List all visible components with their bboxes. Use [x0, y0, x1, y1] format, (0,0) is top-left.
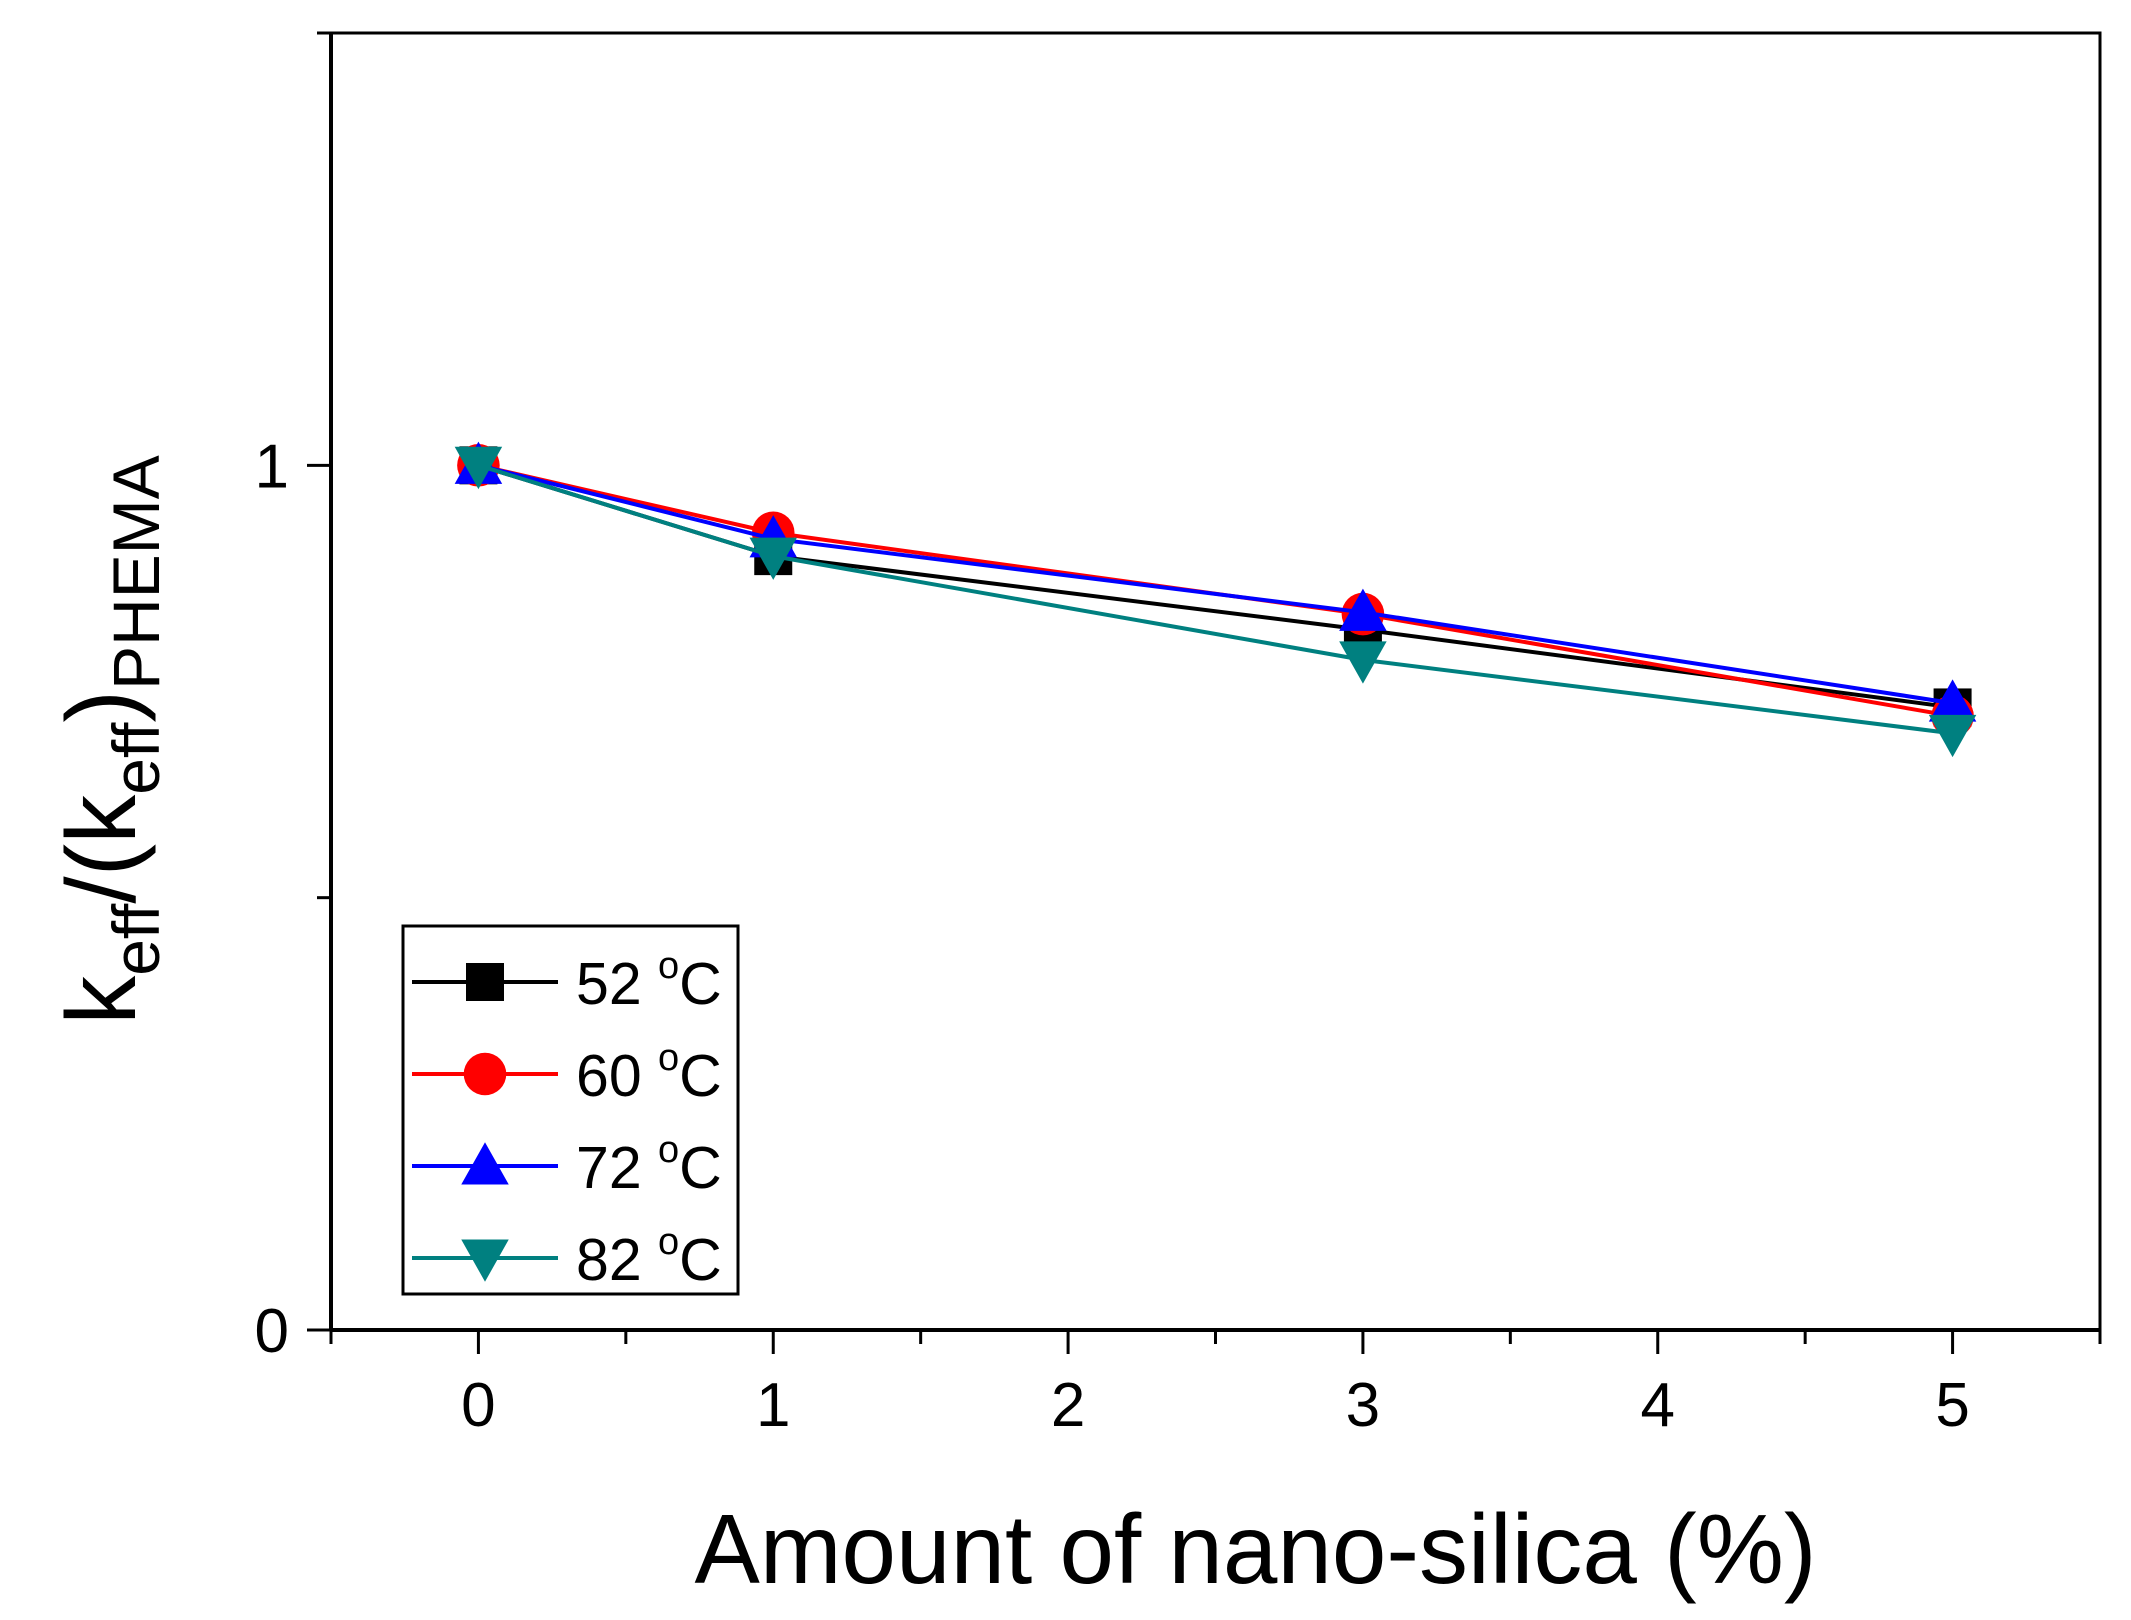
x-tick-label: 4	[1641, 1371, 1675, 1440]
legend-box	[401, 924, 740, 1296]
series-line	[477, 463, 1953, 706]
legend-degree-sign: o	[658, 945, 679, 987]
y-tick-label: 0	[255, 1297, 289, 1366]
legend-label-unit: C	[679, 1043, 722, 1109]
legend-label: 60 oC	[576, 1037, 722, 1109]
data-point	[1928, 714, 1977, 758]
legend-degree-sign: o	[658, 1129, 679, 1171]
legend-marker	[461, 1142, 509, 1185]
legend-label-number: 52	[576, 951, 658, 1017]
y-title-subscript-phema: PHEMA	[99, 455, 173, 690]
y-tick-label: 1	[255, 432, 289, 501]
series-4	[454, 446, 1977, 758]
legend-label-unit: C	[679, 951, 722, 1017]
legend-item-2: 60 oC	[412, 1037, 722, 1109]
legend-label: 72 oC	[576, 1129, 722, 1201]
data-point	[1339, 641, 1387, 684]
series-line	[477, 463, 1953, 719]
y-axis-title: keff/(keff)PHEMA	[46, 455, 173, 1025]
legend-item-1: 52 oC	[412, 945, 722, 1017]
y-title-subscript-eff: eff	[99, 903, 173, 976]
legend-marker	[466, 963, 504, 1001]
legend-label-unit: C	[679, 1227, 722, 1293]
y-title-k: k	[46, 975, 156, 1025]
legend-marker	[461, 1239, 509, 1282]
data-point	[454, 446, 503, 490]
legend-degree-sign: o	[658, 1221, 679, 1263]
legend-label: 82 oC	[576, 1221, 722, 1293]
x-tick-label: 1	[756, 1371, 790, 1440]
data-point	[1928, 679, 1977, 722]
x-axis-title: Amount of nano-silica (%)	[694, 1494, 1816, 1604]
legend-label: 52 oC	[576, 945, 722, 1017]
x-tick-label: 0	[461, 1371, 495, 1440]
legend-marker	[463, 1052, 507, 1096]
x-tick-label: 3	[1346, 1371, 1380, 1440]
series-line	[477, 463, 1953, 736]
x-tick-label: 5	[1935, 1371, 1969, 1440]
legend-item-3: 72 oC	[412, 1129, 722, 1201]
legend-item-4: 82 oC	[412, 1221, 722, 1293]
legend-label-number: 60	[576, 1043, 658, 1109]
y-title-subscript-eff-2: eff	[99, 722, 173, 795]
legend-label-unit: C	[679, 1135, 722, 1201]
y-title-slash-k: /(k	[46, 794, 156, 904]
legend-label-number: 72	[576, 1135, 658, 1201]
data-point	[1339, 588, 1387, 631]
legend-degree-sign: o	[658, 1037, 679, 1079]
data-point	[749, 537, 797, 580]
legend-label-number: 82	[576, 1227, 658, 1293]
x-tick-label: 2	[1051, 1371, 1085, 1440]
y-title-close-paren: )	[46, 690, 156, 723]
